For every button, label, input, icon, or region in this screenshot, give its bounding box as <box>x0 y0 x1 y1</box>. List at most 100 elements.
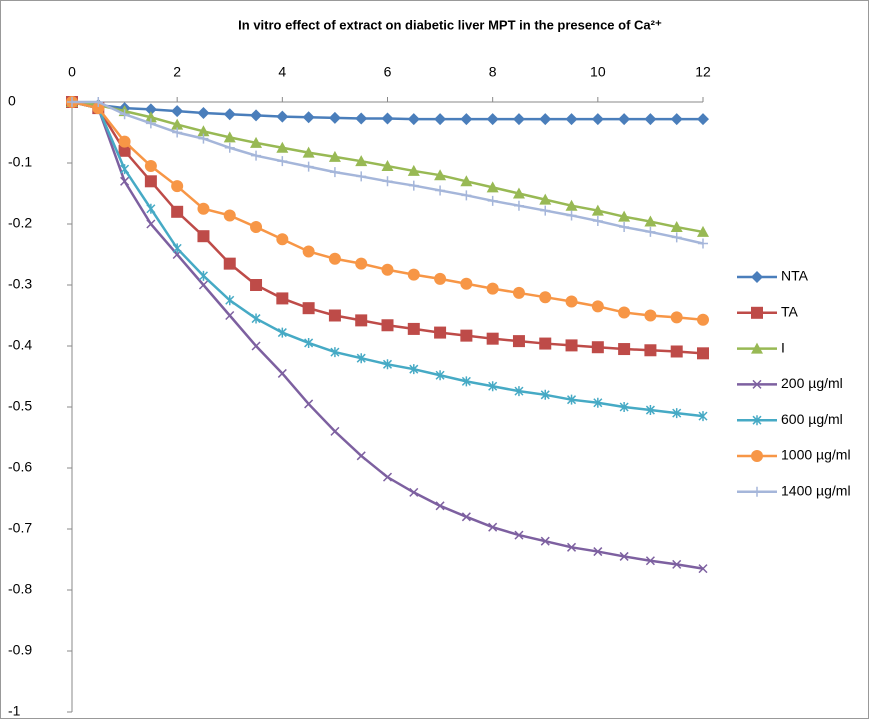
marker <box>356 451 366 461</box>
marker <box>566 210 577 221</box>
legend-marker <box>751 450 763 462</box>
marker <box>513 200 524 211</box>
marker <box>145 118 156 129</box>
marker <box>593 547 603 557</box>
marker <box>197 230 210 243</box>
marker <box>593 397 603 408</box>
marker <box>645 556 655 566</box>
legend-label: 600 µg/ml <box>781 411 843 427</box>
marker <box>302 111 315 124</box>
marker <box>697 225 709 237</box>
marker <box>565 339 578 352</box>
marker <box>435 370 445 381</box>
marker <box>276 141 289 153</box>
marker <box>120 164 130 175</box>
marker <box>565 113 578 126</box>
marker <box>251 150 262 161</box>
marker <box>251 313 261 324</box>
marker <box>304 337 314 348</box>
marker <box>434 326 447 339</box>
marker <box>407 322 420 335</box>
marker <box>672 559 682 569</box>
marker <box>486 181 499 193</box>
marker <box>698 411 708 422</box>
marker <box>670 221 683 233</box>
y-tick-label: -0.5 <box>8 398 32 414</box>
marker <box>591 300 604 313</box>
x-tick-label: 8 <box>489 64 497 80</box>
y-tick-label: -0.1 <box>8 154 32 170</box>
marker <box>486 113 499 126</box>
y-tick-label: -0.4 <box>8 337 32 353</box>
marker <box>355 155 368 167</box>
marker <box>539 113 552 126</box>
marker <box>223 209 236 222</box>
marker <box>330 347 340 358</box>
marker <box>644 215 657 227</box>
marker <box>381 160 394 172</box>
marker <box>120 176 130 186</box>
marker <box>567 542 577 552</box>
legend-label: I <box>781 339 785 355</box>
marker <box>250 279 263 291</box>
marker <box>618 113 631 126</box>
marker <box>514 386 524 397</box>
marker <box>697 347 709 360</box>
marker <box>171 180 184 193</box>
series <box>66 96 709 360</box>
marker <box>407 113 420 126</box>
marker <box>434 113 447 126</box>
marker <box>697 113 709 126</box>
marker <box>512 335 525 348</box>
marker <box>276 292 289 305</box>
marker <box>223 108 236 121</box>
legend-marker <box>752 379 762 389</box>
series <box>66 96 709 237</box>
marker <box>197 106 210 119</box>
marker <box>197 125 210 137</box>
marker <box>118 144 131 157</box>
marker <box>512 286 525 299</box>
marker <box>539 193 552 205</box>
marker <box>172 243 182 254</box>
marker <box>382 472 393 482</box>
marker <box>565 199 578 211</box>
marker <box>225 295 235 306</box>
x-tick-label: 6 <box>384 64 392 80</box>
legend-marker <box>752 486 762 497</box>
marker <box>460 175 473 187</box>
marker <box>328 111 341 124</box>
x-tick-label: 2 <box>173 64 181 80</box>
legend-marker <box>751 342 763 354</box>
marker <box>381 319 394 332</box>
marker <box>356 353 366 364</box>
marker <box>514 530 524 540</box>
marker <box>224 142 235 153</box>
marker <box>223 131 236 143</box>
marker <box>381 112 394 125</box>
marker <box>223 257 236 270</box>
marker <box>409 487 419 497</box>
marker <box>565 295 578 308</box>
marker <box>329 167 340 178</box>
marker <box>276 233 289 246</box>
y-tick-label: -0.3 <box>8 276 32 292</box>
marker <box>434 272 447 285</box>
marker <box>512 113 525 126</box>
marker <box>92 102 105 115</box>
legend-marker <box>752 415 762 426</box>
marker <box>302 245 315 258</box>
marker <box>355 257 368 270</box>
marker <box>488 522 498 532</box>
legend-label: TA <box>781 304 799 320</box>
marker <box>144 175 157 188</box>
marker <box>172 127 183 138</box>
y-tick-label: -0.8 <box>8 581 32 597</box>
marker <box>171 105 184 118</box>
marker <box>408 180 419 191</box>
marker <box>644 113 657 126</box>
marker <box>644 344 657 357</box>
legend-label: 200 µg/ml <box>781 375 843 391</box>
marker <box>698 564 708 574</box>
